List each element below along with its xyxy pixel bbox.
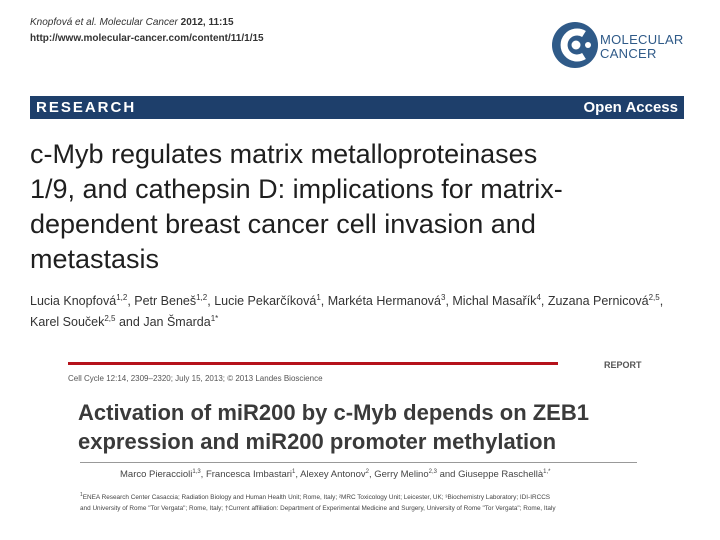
citation-authors: Knopfová (30, 17, 73, 28)
molecular-cancer-logo-icon (552, 22, 598, 68)
paper2-title-line: Activation of miR200 by c-Myb depends on… (78, 400, 589, 425)
affiliation-number: 1 (80, 492, 83, 498)
author-and: and (439, 469, 456, 481)
logo-line-2: CANCER (600, 46, 657, 61)
author-name: Petr Beneš (134, 294, 197, 309)
author-affiliation: 1,3 (192, 469, 201, 475)
author-name: Giuseppe Raschellà (458, 469, 544, 481)
author-name: Markéta Hermanová (327, 294, 441, 309)
author-affiliation: 2,5 (104, 314, 116, 324)
citation-volume: 2012, 11:15 (180, 17, 234, 28)
logo-line-1: MOLECULAR (600, 32, 684, 47)
author-affiliation: 1,2 (196, 293, 208, 302)
paper1-title-line: dependent breast cancer cell invasion an… (30, 209, 536, 239)
article-url[interactable]: http://www.molecular-cancer.com/content/… (30, 33, 264, 44)
report-accent-bar (68, 362, 558, 365)
author-name: Alexey Antonov (300, 469, 366, 481)
author-name: Karel Souček (30, 315, 105, 330)
author-affiliation: 4 (536, 293, 541, 302)
paper1-title: c-Myb regulates matrix metalloproteinase… (30, 137, 680, 277)
report-label: REPORT (604, 360, 642, 370)
author-affiliation: 1 (316, 293, 321, 302)
paper1-title-line: metastasis (30, 244, 160, 274)
citation-line: Knopfová et al. Molecular Cancer 2012, 1… (30, 17, 234, 28)
author-affiliation: 1 (292, 469, 296, 475)
author-affiliation: 1,* (543, 469, 551, 475)
paper2-affiliation-line: 1ENEA Research Center Casaccia; Radiatio… (80, 492, 550, 501)
paper1-title-line: c-Myb regulates matrix metalloproteinase… (30, 139, 538, 169)
author-affiliation: 2,5 (648, 293, 660, 302)
open-access-label: Open Access (583, 99, 679, 116)
author-affiliation: 2 (365, 469, 369, 475)
author-name: Marco Pieraccioli (120, 469, 193, 481)
author-name: Gerry Melino (374, 469, 429, 481)
citation-journal: Molecular Cancer (99, 17, 178, 28)
author-name: Michal Masařík (452, 294, 537, 309)
author-affiliation: 2,3 (428, 469, 437, 475)
author-affiliation: 1* (210, 314, 219, 324)
paper2-divider (80, 462, 637, 463)
journal-logo: MOLECULAR CANCER (550, 20, 690, 72)
paper2-affiliation-line: and University of Rome "Tor Vergata"; Ro… (80, 505, 556, 512)
author-and: and (118, 315, 140, 330)
author-affiliation: 1,2 (116, 293, 128, 302)
citation-etal: et al. (75, 17, 97, 28)
author-name: Francesca Imbastari (205, 469, 293, 481)
paper1-title-line: 1/9, and cathepsin D: implications for m… (30, 174, 563, 204)
paper2-title: Activation of miR200 by c-Myb depends on… (78, 398, 678, 456)
author-name: Zuzana Pernicová (547, 294, 649, 309)
paper2-journal-line: Cell Cycle 12:14, 2309–2320; July 15, 20… (68, 374, 323, 383)
author-name: Lucie Pekarčíková (214, 294, 317, 309)
affiliation-text: ENEA Research Center Casaccia; Radiation… (82, 494, 551, 502)
paper2-title-line: expression and miR200 promoter methylati… (78, 429, 557, 454)
author-name: Lucia Knopfová (30, 294, 117, 309)
paper2-author-list: Marco Pieraccioli1,3, Francesca Imbastar… (120, 469, 551, 481)
article-type-label: RESEARCH (36, 99, 137, 116)
paper1-author-list: Lucia Knopfová1,2, Petr Beneš1,2, Lucie … (30, 293, 664, 330)
author-name: Jan Šmarda (143, 315, 211, 330)
article-type-banner: RESEARCH Open Access (30, 96, 684, 119)
author-affiliation: 3 (440, 293, 446, 302)
